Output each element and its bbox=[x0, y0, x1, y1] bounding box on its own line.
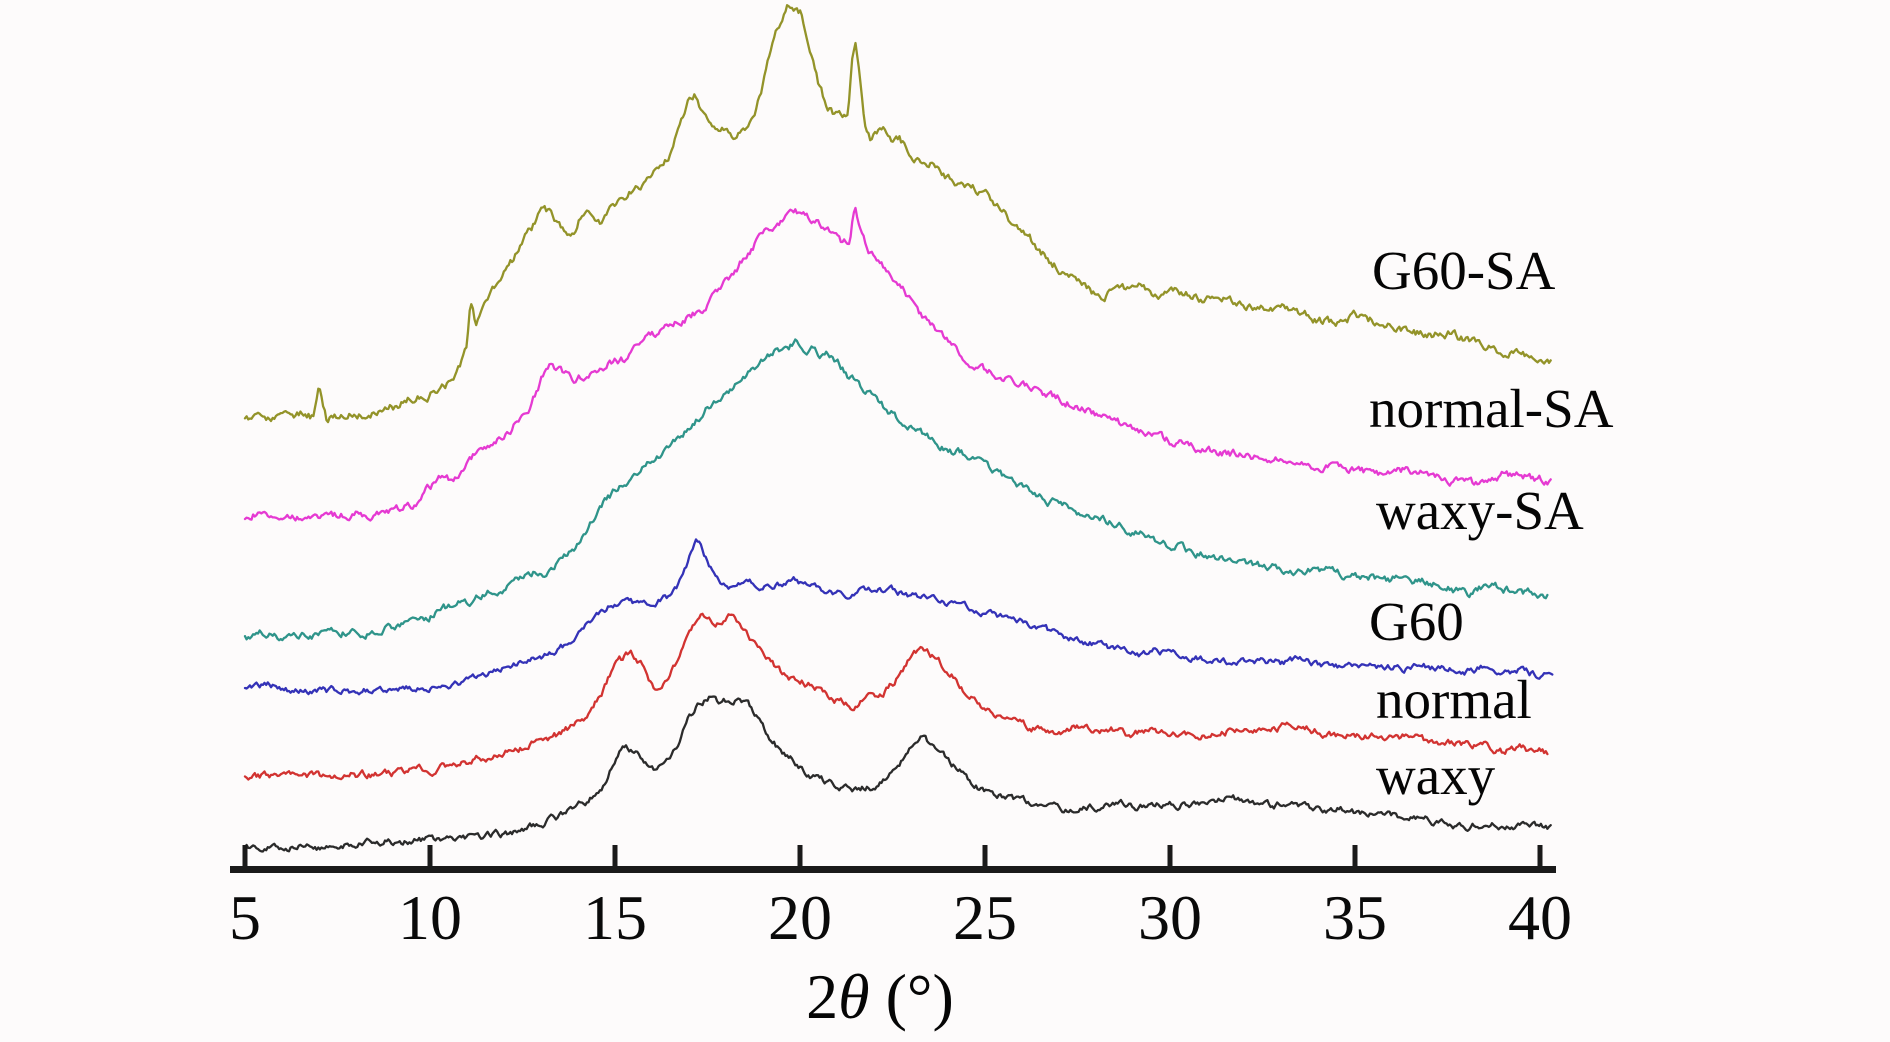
x-tick-label-35: 35 bbox=[1323, 882, 1387, 953]
x-tick-label-10: 10 bbox=[398, 882, 462, 953]
curve-label-waxy-sa: waxy-SA bbox=[1376, 480, 1584, 541]
curve-g60-sa bbox=[243, 4, 1552, 424]
x-tick-label-15: 15 bbox=[583, 882, 647, 953]
x-tick-label-40: 40 bbox=[1508, 882, 1572, 953]
curves-group bbox=[243, 4, 1554, 853]
x-tick-5 bbox=[242, 845, 248, 866]
curve-label-normal: normal bbox=[1376, 669, 1532, 730]
curve-label-g60: G60 bbox=[1369, 591, 1464, 652]
x-axis-title: 2θ (°) bbox=[770, 961, 990, 1032]
curve-label-normal-sa: normal-SA bbox=[1369, 378, 1614, 439]
x-tick-label-20: 20 bbox=[768, 882, 832, 953]
x-tick-10 bbox=[427, 845, 433, 866]
x-tick-40 bbox=[1537, 845, 1543, 866]
x-axis-ticks bbox=[242, 845, 1543, 866]
curve-normal bbox=[243, 612, 1549, 781]
curve-g60 bbox=[243, 538, 1554, 696]
x-axis-title-unit: (°) bbox=[869, 961, 954, 1032]
x-tick-30 bbox=[1167, 845, 1173, 866]
x-tick-label-30: 30 bbox=[1138, 882, 1202, 953]
curve-waxy bbox=[243, 695, 1552, 853]
x-axis-line bbox=[230, 866, 1556, 873]
x-tick-35 bbox=[1352, 845, 1358, 866]
x-tick-15 bbox=[612, 845, 618, 866]
curve-label-g60-sa: G60-SA bbox=[1372, 240, 1556, 301]
curve-waxy-sa bbox=[243, 338, 1549, 642]
curve-normal-sa bbox=[243, 206, 1552, 522]
x-tick-25 bbox=[982, 845, 988, 866]
x-tick-label-25: 25 bbox=[953, 882, 1017, 953]
x-tick-label-5: 5 bbox=[229, 882, 261, 953]
curve-label-waxy: waxy bbox=[1376, 745, 1496, 806]
x-tick-20 bbox=[797, 845, 803, 866]
x-axis-title-theta: θ bbox=[838, 961, 870, 1032]
x-axis-title-prefix: 2 bbox=[806, 961, 839, 1032]
